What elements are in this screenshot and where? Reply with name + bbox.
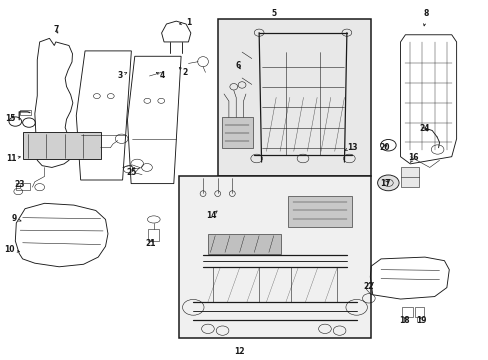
Text: 15: 15 <box>5 114 16 123</box>
Text: 22: 22 <box>363 282 373 291</box>
Text: 16: 16 <box>407 153 418 162</box>
Bar <box>148 229 159 241</box>
Text: 11: 11 <box>6 154 17 163</box>
Text: 12: 12 <box>234 347 244 356</box>
Text: 2: 2 <box>182 68 187 77</box>
Bar <box>217 19 370 176</box>
Text: 1: 1 <box>185 18 191 27</box>
Bar <box>221 117 253 148</box>
Bar <box>16 183 30 190</box>
Bar <box>207 234 281 253</box>
Circle shape <box>377 175 398 191</box>
Text: 19: 19 <box>415 316 426 325</box>
Text: 25: 25 <box>126 168 136 177</box>
Text: 9: 9 <box>12 214 17 223</box>
Text: 17: 17 <box>380 179 390 188</box>
Text: 3: 3 <box>117 71 122 80</box>
Text: 21: 21 <box>145 239 156 248</box>
Text: 5: 5 <box>271 9 276 18</box>
Bar <box>288 196 351 226</box>
Text: 10: 10 <box>4 246 15 255</box>
Bar <box>20 110 31 116</box>
Bar <box>414 307 423 317</box>
Text: 24: 24 <box>419 123 429 132</box>
Bar <box>400 167 418 187</box>
Text: 23: 23 <box>14 180 24 189</box>
Text: 18: 18 <box>398 316 409 325</box>
Text: 4: 4 <box>160 71 165 80</box>
Text: 14: 14 <box>205 211 216 220</box>
Bar <box>402 307 412 317</box>
Text: 20: 20 <box>379 143 389 152</box>
Text: 7: 7 <box>53 25 59 34</box>
Bar <box>22 132 101 159</box>
Bar <box>178 176 370 338</box>
Text: 13: 13 <box>347 143 357 152</box>
Text: 6: 6 <box>235 61 240 70</box>
Text: 8: 8 <box>423 9 428 18</box>
